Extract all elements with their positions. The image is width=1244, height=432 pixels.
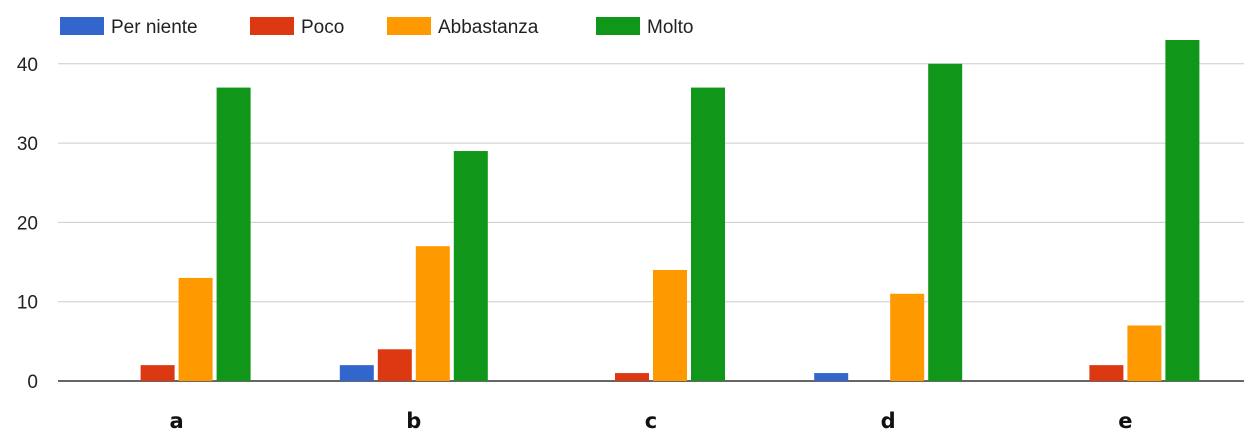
legend: Per niente Poco Abbastanza Molto [60, 17, 693, 38]
bar-molto-b [453, 151, 488, 381]
bar-poco-a [140, 365, 175, 381]
bar-abbastanza-a [178, 277, 213, 381]
y-axis: 0 10 20 30 40 [17, 55, 38, 393]
y-tick-label: 0 [27, 372, 38, 393]
bar-poco-e [1089, 365, 1124, 381]
y-tick-label: 30 [17, 134, 38, 155]
bar-molto-d [928, 63, 963, 382]
bar-molto-a [216, 87, 251, 381]
legend-label: Abbastanza [438, 17, 539, 38]
x-axis: a b c d e [170, 409, 1133, 432]
bar-per-niente-d [814, 373, 849, 381]
legend-swatch-poco [250, 17, 294, 35]
bar-per-niente-b [339, 365, 374, 381]
legend-swatch-per-niente [60, 17, 104, 35]
bar-molto-c [691, 87, 725, 381]
gridlines [58, 63, 1244, 382]
x-tick-label: e [1118, 409, 1132, 432]
y-tick-label: 40 [17, 55, 38, 76]
bars [140, 40, 1200, 382]
legend-swatch-molto [596, 17, 640, 35]
bar-poco-c [615, 373, 649, 381]
legend-label: Molto [647, 17, 693, 38]
bar-abbastanza-e [1127, 325, 1162, 381]
x-tick-label: a [170, 409, 184, 432]
bar-molto-e [1165, 40, 1200, 381]
legend-label: Poco [301, 17, 344, 38]
legend-label: Per niente [111, 17, 198, 38]
x-tick-label: d [881, 409, 896, 432]
bar-abbastanza-d [890, 293, 925, 381]
bar-abbastanza-c [653, 269, 687, 381]
y-tick-label: 10 [17, 293, 38, 314]
bar-poco-b [377, 349, 412, 381]
bar-abbastanza-b [415, 246, 450, 381]
x-tick-label: b [406, 409, 421, 432]
legend-swatch-abbastanza [387, 17, 431, 35]
y-tick-label: 20 [17, 213, 38, 234]
x-tick-label: c [645, 409, 657, 432]
